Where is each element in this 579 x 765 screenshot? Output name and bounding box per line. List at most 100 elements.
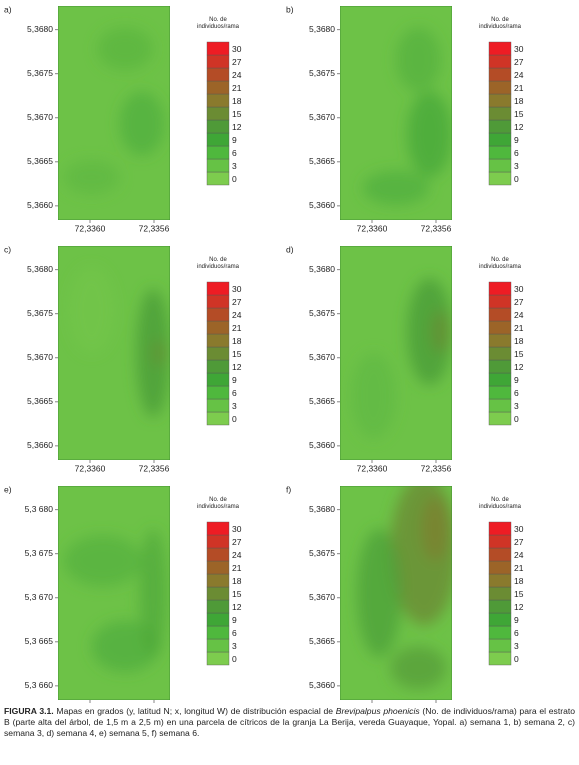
y-tick-label: 5,3660 — [309, 680, 335, 690]
legend-swatch — [206, 651, 230, 666]
x-tick-label: 72,3360 — [75, 223, 106, 233]
contour-blob — [431, 310, 450, 353]
contour-map — [58, 486, 170, 700]
panel-label: e) — [4, 484, 12, 494]
legend-swatch — [206, 132, 230, 147]
contour-blobs — [63, 528, 167, 673]
legend-swatch — [206, 359, 230, 374]
legend-label: 21 — [514, 323, 524, 333]
legend-swatch — [488, 573, 512, 588]
y-tick-label: 5,3680 — [309, 264, 335, 274]
caption-species: Brevipalpus phoenicis — [335, 706, 420, 716]
x-tick-label: 72,3360 — [75, 703, 106, 704]
legend-label: 15 — [232, 349, 242, 359]
legend-label: 18 — [232, 96, 242, 106]
legend-label: 15 — [232, 109, 242, 119]
legend-swatch — [206, 307, 230, 322]
contour-blobs — [362, 27, 452, 206]
y-tick-label: 5,3680 — [27, 264, 53, 274]
legend-label: 0 — [514, 654, 519, 664]
legend-title: No. de individuos/rama — [478, 17, 522, 30]
legend-swatch — [488, 398, 512, 413]
legend-swatch — [488, 320, 512, 335]
caption-text: (No. de individuos/rama) para el estrato… — [4, 706, 576, 738]
legend-swatch — [488, 385, 512, 400]
legend-label: 3 — [514, 401, 519, 411]
legend-swatch — [206, 573, 230, 588]
legend-swatch — [488, 294, 512, 309]
panel-label: f) — [286, 484, 291, 494]
legend-swatch — [206, 106, 230, 121]
legend-swatch — [488, 346, 512, 361]
legend-label: 0 — [232, 414, 237, 424]
legend-label: 27 — [232, 57, 242, 67]
legend-label: 27 — [232, 537, 242, 547]
legend-label: 21 — [514, 83, 524, 93]
legend-label: 9 — [514, 375, 519, 385]
legend-label: 0 — [514, 414, 519, 424]
contour-blob — [390, 646, 447, 690]
legend-label: 3 — [232, 161, 237, 171]
contour-map — [340, 6, 452, 220]
legend-swatch — [488, 638, 512, 653]
contour-blobs — [356, 486, 452, 690]
legend-label: 24 — [514, 310, 524, 320]
legend-swatch — [206, 320, 230, 335]
y-tick-label: 5,3 680 — [25, 504, 54, 514]
legend-label: 18 — [232, 576, 242, 586]
legend-swatch — [488, 171, 512, 186]
y-tick-label: 5,3675 — [27, 68, 53, 78]
contour-blob — [63, 535, 142, 587]
legend-swatch — [206, 398, 230, 413]
contour-blob — [407, 91, 452, 178]
legend-label: 6 — [514, 388, 519, 398]
legend-label: 12 — [232, 122, 242, 132]
y-tick-label: 5,3675 — [309, 308, 335, 318]
legend-label: 30 — [232, 524, 242, 534]
contour-blob — [152, 340, 166, 366]
y-tick-label: 5,3675 — [27, 308, 53, 318]
legend-label: 24 — [232, 70, 242, 80]
legend-swatch — [206, 521, 230, 536]
legend-title: No. de individuos/rama — [196, 257, 240, 270]
y-tick-label: 5,3660 — [27, 440, 53, 450]
legend-label: 30 — [514, 284, 524, 294]
y-tick-label: 5,3 660 — [25, 680, 54, 690]
legend-label: 6 — [232, 148, 237, 158]
x-tick-label: 72,3356 — [139, 223, 170, 233]
legend-swatch — [206, 171, 230, 186]
legend-swatch — [206, 372, 230, 387]
y-tick-label: 5,3 670 — [25, 592, 54, 602]
legend-label: 6 — [514, 148, 519, 158]
x-tick-label: 72,3356 — [139, 703, 170, 704]
legend-swatch — [488, 612, 512, 627]
panel-label: c) — [4, 244, 11, 254]
caption-label: FIGURA 3.1. — [4, 706, 54, 716]
legend-label: 15 — [232, 589, 242, 599]
panel-label: a) — [4, 4, 12, 14]
x-tick-label: 72,3356 — [421, 703, 452, 704]
y-tick-label: 5,3 675 — [25, 548, 54, 558]
legend-label: 18 — [232, 336, 242, 346]
legend-swatch — [488, 119, 512, 134]
legend-label: 3 — [232, 641, 237, 651]
y-tick-label: 5,3680 — [309, 504, 335, 514]
x-tick-label: 72,3360 — [357, 463, 388, 473]
legend-label: 27 — [514, 537, 524, 547]
legend-swatch — [206, 547, 230, 562]
legend-swatch — [488, 41, 512, 56]
legend-swatch — [488, 534, 512, 549]
contour-map — [340, 246, 452, 460]
contour-blob — [351, 353, 396, 439]
legend-label: 27 — [514, 57, 524, 67]
y-tick-label: 5,3675 — [309, 68, 335, 78]
legend-label: 21 — [232, 563, 242, 573]
legend-swatch — [488, 307, 512, 322]
panel-label: d) — [286, 244, 294, 254]
contour-blob — [69, 267, 114, 354]
contour-blobs — [63, 27, 165, 195]
legend-swatch — [206, 625, 230, 640]
panel-label: b) — [286, 4, 294, 14]
caption-text: Mapas en grados (y, latitud N; x, longit… — [56, 706, 334, 716]
contour-blob — [356, 528, 402, 658]
